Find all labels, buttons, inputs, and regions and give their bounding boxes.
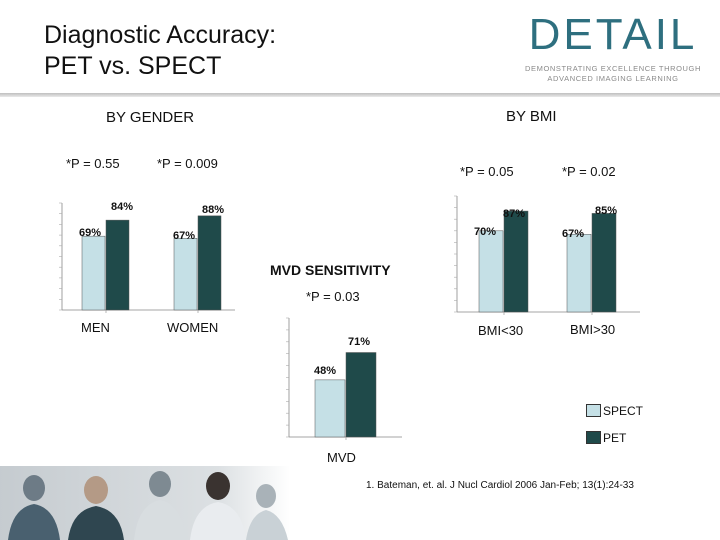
bar-spect-0 <box>478 230 504 313</box>
data-label: 48% <box>314 365 336 377</box>
gender-chart: 69% 84% 67% 88% <box>59 201 235 313</box>
data-label: 88% <box>202 204 224 216</box>
pvalue-mvd: *P = 0.03 <box>306 289 360 304</box>
bmi-heading: BY BMI <box>506 108 557 125</box>
bar-spect-1 <box>566 234 592 313</box>
pvalue-bmi-low: *P = 0.05 <box>460 164 514 179</box>
header-divider <box>0 93 720 97</box>
pvalue-bmi-high: *P = 0.02 <box>562 164 616 179</box>
legend-pet-swatch <box>586 431 601 444</box>
legend-spect-swatch <box>586 404 601 417</box>
logo-wordmark: DETAIL <box>528 10 698 59</box>
legend-spect-label: SPECT <box>603 404 644 418</box>
bar-spect-0 <box>81 235 106 311</box>
data-label: 69% <box>79 227 101 239</box>
mvd-heading: MVD SENSITIVITY <box>270 262 391 278</box>
bar-pet-0 <box>503 210 529 313</box>
pvalue-men: *P = 0.55 <box>66 156 120 171</box>
category-women: WOMEN <box>167 320 219 335</box>
data-label: 85% <box>595 205 617 217</box>
bar-spect-0 <box>314 379 346 438</box>
category-men: MEN <box>81 320 110 335</box>
page-title: Diagnostic Accuracy: PET vs. SPECT <box>44 21 277 80</box>
bmi-chart: 70% 87% 67% 85% <box>454 195 640 315</box>
category-bmi-low: BMI<30 <box>478 323 524 338</box>
data-label: 67% <box>562 228 584 240</box>
data-label: 67% <box>173 230 195 242</box>
detail-logo: DETAIL DEMONSTRATING EXCELLENCE THROUGH … <box>522 12 704 84</box>
reference-citation: 1. Bateman, et. al. J Nucl Cardiol 2006 … <box>366 480 634 491</box>
legend-pet-label: PET <box>603 431 627 445</box>
category-mvd: MVD <box>327 450 356 465</box>
category-bmi-high: BMI>30 <box>570 322 616 337</box>
logo-tagline-2: ADVANCED IMAGING LEARNING <box>547 74 679 83</box>
data-label: 70% <box>474 226 496 238</box>
logo-tagline-1: DEMONSTRATING EXCELLENCE THROUGH <box>524 64 702 73</box>
bar-pet-0 <box>105 219 130 311</box>
gender-heading: BY GENDER <box>106 109 195 126</box>
data-label: 84% <box>111 201 133 213</box>
data-label: 71% <box>348 336 370 348</box>
data-label: 87% <box>503 208 525 220</box>
bar-spect-1 <box>173 238 198 311</box>
bar-pet-0 <box>345 352 377 438</box>
pvalue-women: *P = 0.009 <box>157 156 218 171</box>
bar-pet-1 <box>591 213 617 313</box>
mvd-chart: 48% 71% <box>286 317 402 440</box>
clinicians-photo <box>0 466 290 540</box>
bar-pet-1 <box>197 215 222 311</box>
